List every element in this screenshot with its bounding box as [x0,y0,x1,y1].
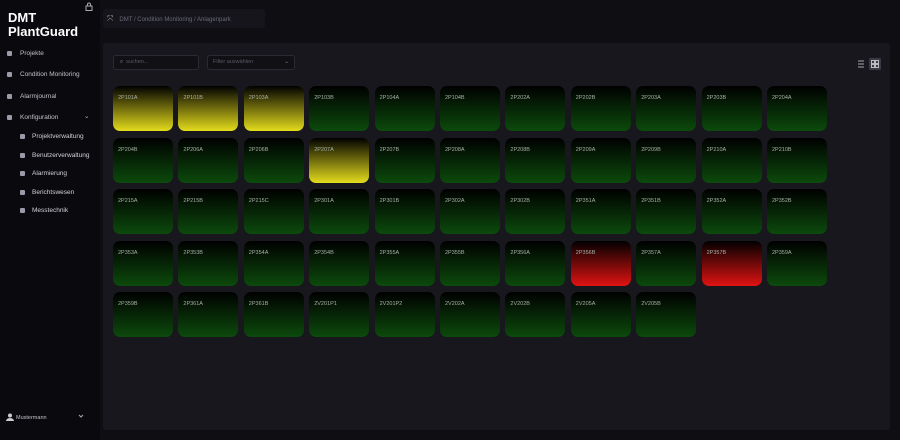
nav-icon [20,152,25,158]
device-tile[interactable]: 2P209B [636,137,697,183]
subnav-item[interactable]: Projektverwaltung [32,133,84,140]
device-tile[interactable]: 2P210A [701,137,762,183]
device-tile[interactable]: 2P204A [767,86,827,131]
device-tile[interactable]: 2P353A [113,240,173,286]
device-tile[interactable]: 2P351B [636,189,697,234]
device-tile[interactable]: 2P357A [636,240,697,286]
breadcrumb: DMT / Condition Monitoring / Anlagenpark [119,17,231,23]
device-tile[interactable]: 2P215A [113,189,173,234]
sidebar: DMT PlantGuard Projekte Condition Monitor… [0,0,100,440]
logo: PlantGuard [8,24,79,39]
device-tile[interactable]: 2V202B [505,292,566,337]
device-tile[interactable]: 2P207B [374,137,435,183]
device-tile[interactable]: 2P210B [767,137,827,183]
device-tile[interactable]: 2P204B [113,137,173,183]
device-tile[interactable]: 2P301A [309,189,370,234]
nav-item[interactable]: Alarmjournal [20,93,57,100]
chevron: ⌄ [84,113,90,120]
nav-icon [7,72,12,77]
filter-select[interactable]: Filter auswählen ⌄ [207,55,295,70]
breadcrumb-bar: ⤧ DMT / Condition Monitoring / Anlagenpar… [103,9,265,28]
user-name[interactable]: Mustermann [16,415,47,421]
device-tile[interactable]: 2P206B [243,137,304,183]
content-panel: ⌕ suchen... Filter auswählen ⌄ 2P101A 2P101… [103,43,890,430]
device-tile[interactable]: 2P356B [570,240,631,286]
device-tile[interactable]: 2P215C [243,189,304,234]
device-tile[interactable]: 2P101B [178,86,239,131]
user-icon [6,413,14,421]
device-tile[interactable]: 2V201P2 [374,292,435,337]
device-tile[interactable]: 2P202A [505,86,566,131]
device-tile[interactable]: 2P355A [374,240,435,286]
subnav-item[interactable]: Benutzerverwaltung [32,151,90,159]
device-tile[interactable]: 2P352A [701,189,762,234]
menu-toggle[interactable]: ⤧ [107,14,114,23]
device-tile[interactable]: 2P208B [505,137,566,183]
device-tile[interactable]: 2P361B [243,292,304,337]
subnav-item[interactable]: Berichtswesen [32,188,75,196]
device-tile[interactable]: 2P104A [374,86,435,131]
logo: DMT [8,10,37,25]
device-tile[interactable]: 2P203B [701,86,762,131]
device-tile[interactable]: 2P202B [570,86,631,131]
device-tile[interactable]: 2P203A [636,86,697,131]
device-tile[interactable]: 2P103A [243,86,304,131]
nav-icon [20,134,25,139]
device-tile[interactable]: 2P355B [440,240,500,286]
device-tile[interactable]: 2V205B [636,292,697,337]
nav-icon [20,189,25,195]
nav-icon [20,171,25,177]
nav-item[interactable]: Projekte [20,50,44,57]
device-tile[interactable]: 2P101A [113,86,173,131]
device-tile[interactable]: 2P361A [178,292,239,337]
device-tile[interactable]: 2P352B [767,189,827,234]
subnav-item[interactable]: Messtechnik [32,207,69,215]
device-tile[interactable]: 2P302A [440,189,500,234]
view-toggle[interactable] [856,58,884,70]
device-tile[interactable]: 2P103B [309,86,370,131]
device-tile[interactable]: 2P302B [505,189,566,234]
device-tile[interactable]: 2V201P1 [309,292,370,337]
search-placeholder: suchen... [126,59,149,65]
device-tile[interactable]: 2V202A [440,292,500,337]
lock-icon[interactable] [85,2,93,11]
device-tile[interactable]: 2P359A [767,240,827,286]
device-tile[interactable]: 2P301B [374,189,435,234]
nav-item[interactable]: Condition Monitoring [20,71,80,78]
nav-icon [7,51,12,56]
device-tile[interactable]: 2P206A [178,137,239,183]
nav-icon [20,208,25,214]
device-tile[interactable]: 2P356A [505,240,566,286]
filter-placeholder: Filter auswählen [213,59,254,65]
nav-icon [7,94,12,99]
device-tile[interactable]: 2P208A [440,137,500,183]
device-tile[interactable]: 2P207A [309,137,370,183]
nav-item[interactable]: Konfiguration [20,114,59,121]
subnav-item[interactable]: Alarmierung [32,170,68,178]
device-tile[interactable]: 2V205A [570,292,631,337]
device-tile[interactable]: 2P357B [701,240,762,286]
device-tile[interactable]: 2P359B [113,292,173,337]
device-tile[interactable]: 2P209A [570,137,631,183]
device-tile[interactable]: 2P351A [570,189,631,234]
search-input[interactable]: ⌕ suchen... [113,55,199,70]
device-tile[interactable]: 2P215B [178,189,239,234]
chevron[interactable] [78,414,84,419]
nav-icon [7,115,12,120]
device-tile[interactable]: 2P354A [243,240,304,286]
device-tile[interactable]: 2P354B [309,240,370,286]
device-tile[interactable]: 2P353B [178,240,239,286]
device-tile[interactable]: 2P104B [440,86,500,131]
